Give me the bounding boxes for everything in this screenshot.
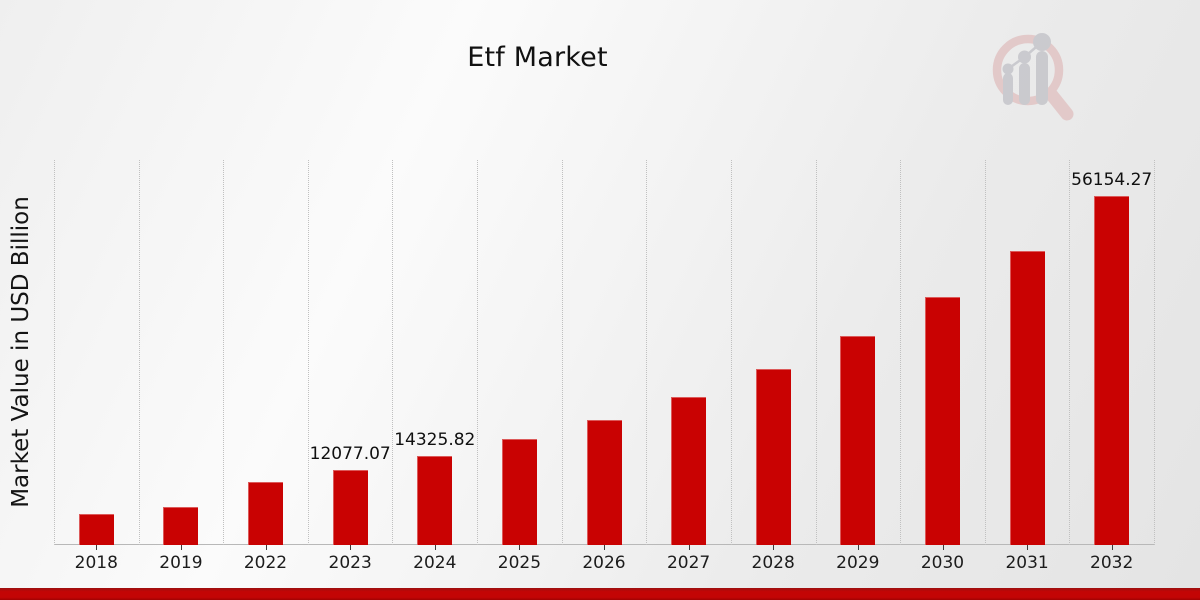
- bar: [163, 507, 199, 545]
- x-axis-label: 2024: [413, 553, 457, 573]
- x-axis-label: 2029: [836, 553, 880, 573]
- gridline: [308, 160, 309, 545]
- gridline: [562, 160, 563, 545]
- x-axis-tick: [1027, 545, 1029, 550]
- bar: [925, 297, 960, 545]
- x-axis-label: 2026: [582, 553, 626, 573]
- x-axis-tick: [688, 545, 690, 550]
- magnifier-bar-chart-logo-icon: [988, 25, 1092, 123]
- gridline: [646, 160, 647, 545]
- x-axis-label: 2018: [74, 553, 118, 573]
- gridline: [900, 160, 901, 545]
- x-axis-tick: [773, 545, 775, 550]
- x-axis-label: 2022: [243, 553, 288, 573]
- gridline: [223, 160, 224, 545]
- bar: [586, 420, 622, 545]
- x-axis-tick: [180, 545, 182, 550]
- gridline: [1154, 160, 1155, 545]
- bar: [840, 336, 876, 545]
- x-axis-tick: [604, 545, 605, 550]
- x-axis-tick: [519, 545, 521, 550]
- bar: [417, 456, 453, 545]
- x-axis-tick: [96, 545, 98, 550]
- x-axis-label: 2031: [1005, 553, 1049, 573]
- x-axis-tick: [265, 545, 267, 550]
- x-axis-label: 2027: [666, 553, 711, 573]
- chart-title: Etf Market: [467, 42, 608, 73]
- bar-value-label: 56154.27: [1071, 170, 1153, 190]
- bar: [1009, 251, 1045, 545]
- x-axis-tick: [1111, 545, 1113, 550]
- gridline: [54, 160, 55, 545]
- footer-accent-bar: [0, 588, 1200, 600]
- bar: [501, 439, 537, 545]
- plot-area: 2018 2019 2022 12077.07 2023 14325.82 2024 2025…: [54, 160, 1155, 573]
- x-axis-label: 2023: [328, 553, 372, 573]
- y-axis-label: Market Value in USD Billion: [8, 196, 34, 508]
- x-axis-tick: [350, 545, 352, 550]
- bar: [755, 369, 791, 545]
- gridline: [477, 160, 478, 545]
- x-axis-label: 2019: [159, 553, 203, 573]
- x-axis-label: 2030: [920, 553, 965, 573]
- x-axis-tick: [942, 545, 944, 550]
- bar: [248, 482, 283, 545]
- bar-value-label: 14325.82: [394, 430, 476, 450]
- gridline: [392, 160, 393, 545]
- gridline: [731, 160, 732, 545]
- gridline: [816, 160, 817, 545]
- x-axis-label: 2032: [1090, 553, 1134, 573]
- bar: [1094, 196, 1130, 545]
- bar: [78, 514, 114, 545]
- gridline: [1069, 160, 1070, 545]
- x-axis-label: 2025: [497, 553, 542, 573]
- gridline: [139, 160, 140, 545]
- bar: [332, 470, 368, 545]
- bar-value-label: 12077.07: [309, 444, 391, 464]
- gridline: [985, 160, 986, 545]
- x-axis-label: 2028: [751, 553, 795, 573]
- x-axis-tick: [434, 545, 436, 550]
- x-axis-tick: [857, 545, 859, 550]
- bar: [671, 397, 707, 545]
